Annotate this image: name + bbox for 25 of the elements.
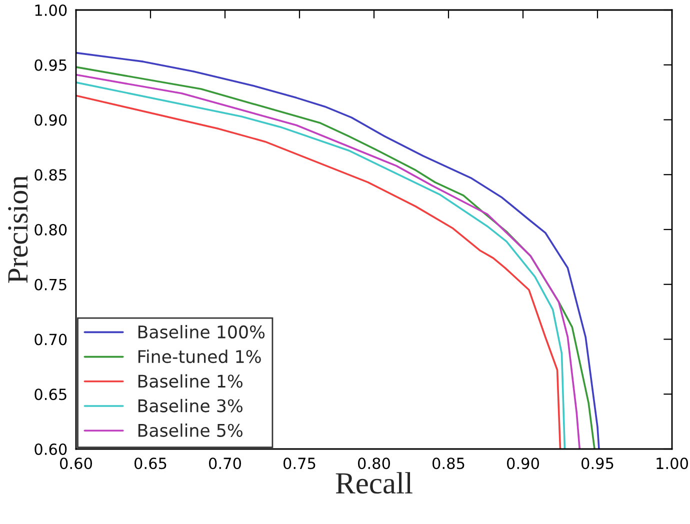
y-tick-label: 0.95 [34,59,66,71]
y-tick-label: 0.85 [34,169,66,181]
y-tick-label: 0.75 [34,278,66,290]
legend-label: Baseline 3% [138,398,242,412]
legend-label: Baseline 100% [138,325,265,338]
y-tick-label: 0.60 [34,443,67,456]
x-tick-label: 0.95 [582,458,614,470]
x-tick-label: 0.70 [209,458,241,470]
x-tick-label: 0.60 [60,458,92,470]
x-axis-title: Recall [336,472,412,494]
legend-label: Baseline 5% [138,424,242,437]
x-tick-label: 0.90 [507,458,539,470]
y-tick-label: 1.00 [35,4,67,16]
y-tick-label: 0.90 [34,114,67,126]
x-tick-label: 1.00 [656,458,688,470]
y-axis-title: Precision [8,176,28,283]
legend-label: Baseline 1% [138,374,242,388]
x-tick-label: 0.80 [358,458,390,470]
x-tick-label: 0.75 [284,458,316,470]
y-tick-label: 0.65 [34,388,66,400]
y-tick-label: 0.70 [34,334,67,346]
legend-label: Fine-tuned 1% [138,350,261,364]
y-tick-label: 0.80 [34,224,67,236]
x-tick-label: 0.65 [134,458,166,470]
x-tick-label: 0.85 [432,458,464,470]
